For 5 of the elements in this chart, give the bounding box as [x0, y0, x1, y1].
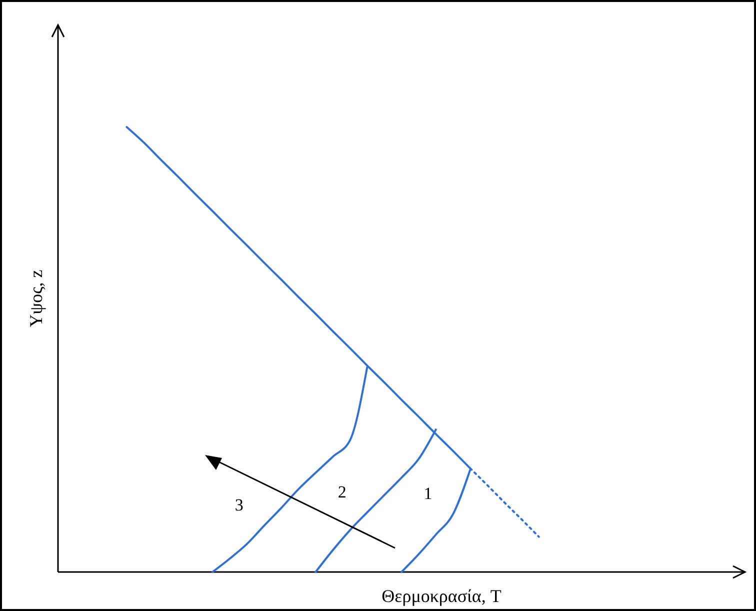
- series-label: 3: [234, 496, 244, 515]
- y-axis-title: Υψος, z: [26, 270, 46, 328]
- series-label: 1: [424, 484, 432, 504]
- x-axis-title: Θερμοκρασία, T: [382, 586, 502, 606]
- series-label: 2: [338, 482, 346, 502]
